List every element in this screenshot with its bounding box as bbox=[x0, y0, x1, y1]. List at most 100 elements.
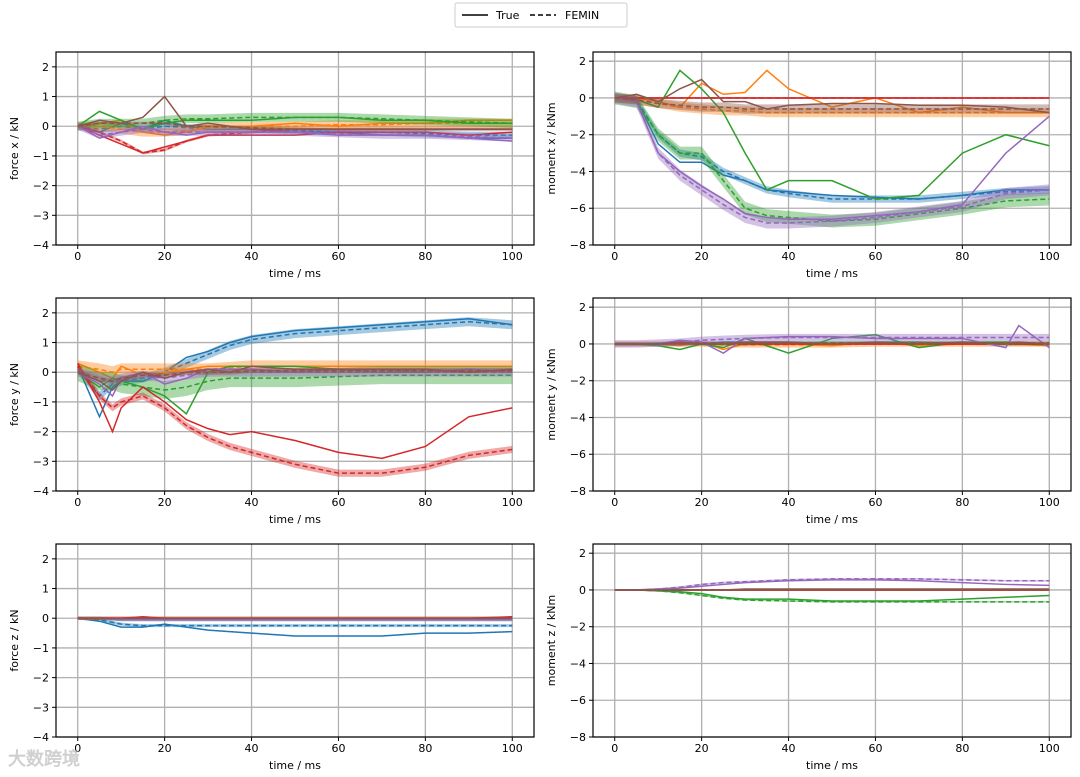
tick-label-x: 40 bbox=[245, 742, 259, 755]
tick-label-y: −1 bbox=[33, 396, 49, 409]
y-axis-label: force x / kN bbox=[8, 117, 21, 180]
tick-label-y: 2 bbox=[42, 553, 49, 566]
plot-area bbox=[614, 324, 1050, 355]
tick-label-y: −6 bbox=[570, 202, 586, 215]
tick-label-y: −3 bbox=[33, 701, 49, 714]
band-C5 bbox=[614, 333, 1050, 348]
true-line-C6 bbox=[77, 365, 513, 392]
tick-label-x: 60 bbox=[868, 250, 882, 263]
tick-label-y: 0 bbox=[579, 338, 586, 351]
tick-label-x: 0 bbox=[74, 496, 81, 509]
femin-line-C6 bbox=[77, 369, 513, 382]
tick-label-x: 100 bbox=[502, 496, 523, 509]
tick-label-x: 0 bbox=[611, 496, 618, 509]
tick-label-y: −2 bbox=[570, 375, 586, 388]
femin-line-C3 bbox=[77, 116, 513, 127]
tick-label-x: 100 bbox=[1039, 250, 1060, 263]
true-line-C5 bbox=[614, 579, 1050, 591]
tick-label-x: 60 bbox=[868, 496, 882, 509]
plot-area bbox=[614, 69, 1050, 229]
legend-femin-label: FEMIN bbox=[565, 9, 599, 22]
panel-force_z: 0 20 40 60 80 100 2 1 0 −1 −2 −3 −4 time / ms force z … bbox=[8, 543, 535, 772]
tick-label-y: 2 bbox=[42, 61, 49, 74]
tick-label-y: −6 bbox=[570, 448, 586, 461]
true-line-C6 bbox=[614, 588, 1050, 591]
tick-label-x: 0 bbox=[611, 742, 618, 755]
tick-label-x: 40 bbox=[782, 742, 796, 755]
tick-label-x: 60 bbox=[331, 250, 345, 263]
tick-label-x: 60 bbox=[331, 496, 345, 509]
femin-line-C4 bbox=[77, 365, 513, 474]
tick-label-y: −4 bbox=[570, 165, 586, 178]
true-line-C1 bbox=[77, 617, 513, 637]
tick-label-y: 2 bbox=[42, 307, 49, 320]
tick-label-y: 0 bbox=[579, 92, 586, 105]
axes-frame bbox=[55, 297, 535, 492]
tick-label-y: 2 bbox=[579, 55, 586, 68]
femin-line-C1 bbox=[77, 125, 513, 136]
tick-label-x: 100 bbox=[502, 250, 523, 263]
femin-line-C6 bbox=[614, 97, 1050, 110]
true-line-C4 bbox=[77, 362, 513, 460]
tick-label-x: 20 bbox=[158, 742, 172, 755]
y-axis-label: force z / kN bbox=[8, 609, 21, 671]
femin-line-C6 bbox=[77, 122, 513, 130]
tick-label-x: 40 bbox=[782, 250, 796, 263]
tick-label-y: −2 bbox=[570, 621, 586, 634]
tick-label-x: 20 bbox=[158, 496, 172, 509]
tick-label-x: 40 bbox=[782, 496, 796, 509]
tick-label-x: 60 bbox=[331, 742, 345, 755]
true-line-C4 bbox=[77, 125, 513, 154]
tick-label-y: 0 bbox=[42, 120, 49, 133]
femin-line-C3 bbox=[614, 589, 1050, 603]
tick-label-y: −8 bbox=[570, 731, 586, 744]
true-line-C3 bbox=[614, 69, 1050, 200]
band-C1 bbox=[77, 616, 513, 628]
x-axis-label: time / ms bbox=[806, 267, 858, 280]
axes-frame bbox=[55, 51, 535, 246]
tick-label-y: −2 bbox=[33, 672, 49, 685]
tick-label-y: −2 bbox=[33, 180, 49, 193]
tick-label-y: 1 bbox=[42, 91, 49, 104]
panel-force_y: 0 20 40 60 80 100 2 1 0 −1 −2 −3 −4 time / ms force y … bbox=[8, 297, 535, 526]
tick-label-y: −8 bbox=[570, 239, 586, 252]
true-line-C3 bbox=[614, 589, 1050, 602]
true-line-C2 bbox=[77, 362, 513, 380]
femin-line-C6 bbox=[614, 342, 1050, 345]
tick-label-y: 2 bbox=[579, 301, 586, 314]
tick-label-y: 0 bbox=[579, 584, 586, 597]
tick-label-x: 100 bbox=[1039, 742, 1060, 755]
femin-line-C3 bbox=[77, 371, 513, 391]
band-C4 bbox=[77, 124, 513, 155]
femin-line-C1 bbox=[77, 617, 513, 627]
y-axis-label: moment y / kNm bbox=[545, 348, 558, 440]
tick-label-y: −1 bbox=[33, 642, 49, 655]
tick-label-x: 80 bbox=[418, 742, 432, 755]
tick-label-y: 2 bbox=[579, 547, 586, 560]
tick-label-x: 0 bbox=[611, 250, 618, 263]
axes-frame bbox=[592, 51, 1072, 246]
x-axis-label: time / ms bbox=[269, 513, 321, 526]
tick-label-y: −3 bbox=[33, 209, 49, 222]
y-axis-label: moment z / kNm bbox=[545, 595, 558, 687]
tick-label-y: −4 bbox=[33, 485, 49, 498]
tick-label-y: −4 bbox=[33, 731, 49, 744]
femin-line-C3 bbox=[614, 97, 1050, 222]
tick-label-x: 20 bbox=[695, 742, 709, 755]
tick-label-y: −4 bbox=[570, 657, 586, 670]
band-C2 bbox=[614, 93, 1050, 118]
x-axis-label: time / ms bbox=[269, 267, 321, 280]
tick-label-x: 20 bbox=[695, 496, 709, 509]
true-line-C1 bbox=[77, 318, 513, 419]
x-axis-label: time / ms bbox=[806, 513, 858, 526]
tick-label-x: 80 bbox=[955, 742, 969, 755]
true-line-C3 bbox=[614, 334, 1050, 354]
axes-frame bbox=[592, 543, 1072, 738]
legend-true-label: True bbox=[495, 9, 520, 22]
femin-line-C5 bbox=[77, 125, 513, 139]
tick-label-y: −8 bbox=[570, 485, 586, 498]
axes-frame bbox=[592, 297, 1072, 492]
tick-label-y: 0 bbox=[42, 366, 49, 379]
